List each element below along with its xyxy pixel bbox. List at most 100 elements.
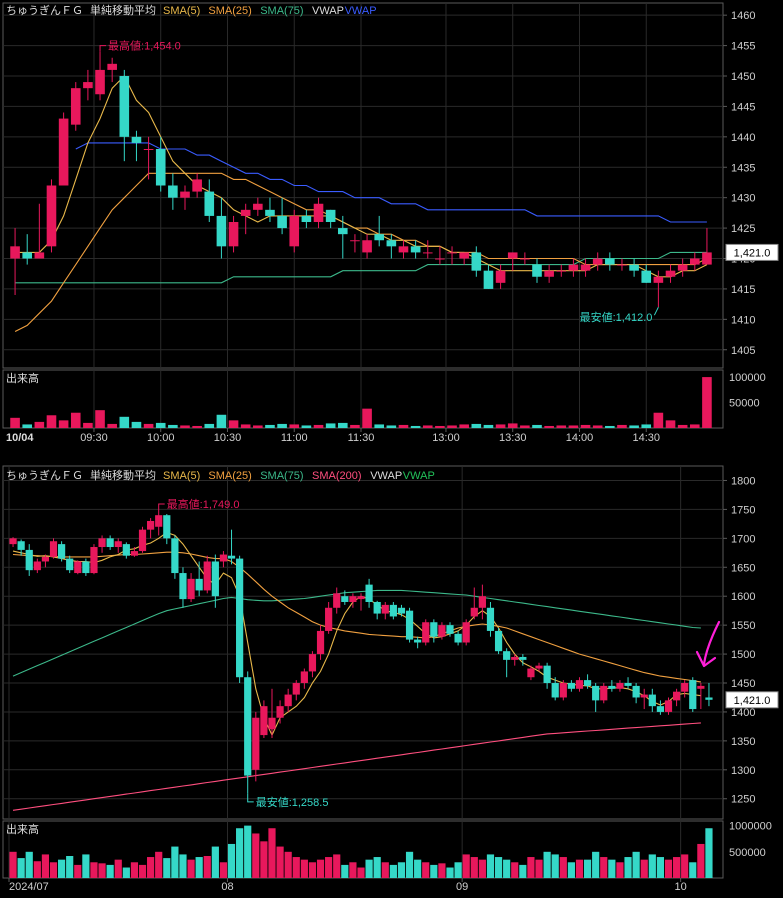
volume-bar [284, 851, 292, 878]
candle-body [632, 685, 640, 698]
volume-bar [130, 862, 139, 878]
legend-item: VWAP [370, 470, 402, 482]
volume-bar [459, 424, 469, 428]
volume-label: 出来高 [6, 822, 39, 836]
candle-body [567, 683, 575, 689]
volume-bar [535, 859, 543, 878]
volume-bar [82, 854, 90, 878]
volume-tick-label: 1000000 [729, 821, 772, 833]
volume-tick-label: 50000 [729, 398, 760, 410]
candle-body [130, 551, 139, 556]
volume-bar [410, 425, 421, 428]
volume-bar [276, 846, 284, 878]
volume-bar [405, 851, 414, 878]
candle-body [244, 677, 252, 776]
candle-body [483, 270, 494, 289]
volume-bar [664, 859, 673, 878]
candle-body [583, 680, 592, 686]
volume-bar [17, 858, 25, 878]
volume-bar [414, 859, 422, 878]
volume-bar [244, 825, 252, 878]
candle-body [374, 234, 385, 241]
price-frame [2, 465, 724, 820]
candle-body [301, 215, 312, 222]
price-tick-label: 1430 [731, 193, 755, 205]
candle-body [503, 651, 511, 660]
candle-body [689, 680, 697, 710]
candle-body [265, 209, 275, 216]
time-label: 13:30 [499, 432, 527, 444]
candle-body [677, 264, 688, 271]
candle-body [203, 561, 211, 591]
volume-bar [511, 862, 519, 878]
volume-bar [171, 846, 179, 878]
candle-body [471, 252, 482, 271]
volume-bar [362, 408, 372, 428]
volume-bar [204, 423, 215, 428]
volume-bar [689, 424, 700, 428]
volume-bar [568, 425, 579, 428]
candle-body [373, 601, 381, 614]
candle-body [689, 258, 700, 265]
sma5-line [15, 75, 708, 278]
price-tick-label: 1400 [731, 707, 755, 719]
volume-bar [70, 412, 81, 428]
candle-body [82, 561, 90, 574]
candle-body [507, 252, 518, 259]
volume-bar [697, 843, 705, 878]
candle-body [337, 228, 348, 235]
volume-tick-label: 100000 [729, 372, 766, 384]
time-label: 10 [675, 881, 687, 893]
candle-body [405, 610, 414, 640]
max-label: 最高値:1,749.0 [167, 497, 240, 511]
volume-bar [216, 414, 227, 428]
candle-body [180, 191, 190, 198]
volume-bar [478, 859, 486, 878]
volume-bar [66, 856, 74, 878]
candle-body [605, 258, 615, 265]
price-tick-label: 1600 [731, 591, 755, 603]
price-tick-label: 1435 [731, 162, 755, 174]
time-label: 11:30 [348, 432, 375, 444]
volume-bar [653, 412, 664, 428]
candle-body [535, 665, 543, 669]
candle-body [665, 270, 676, 277]
candle-body [95, 69, 105, 95]
time-label: 08 [221, 881, 233, 893]
volume-bar [58, 420, 69, 428]
price-tick-label: 1650 [731, 562, 755, 574]
volume-bar [435, 425, 445, 428]
candle-body [617, 264, 627, 266]
price-tick-label: 1450 [731, 678, 755, 690]
volume-bar [143, 423, 154, 428]
time-label: 09:30 [80, 432, 108, 444]
volume-bar [349, 862, 357, 878]
time-label: 10:00 [147, 432, 175, 444]
volume-bar [580, 424, 591, 428]
candle-body [527, 668, 535, 678]
volume-bar [308, 862, 317, 878]
volume-bar [90, 862, 98, 878]
volume-bar [155, 851, 163, 878]
price-tick-label: 1550 [731, 620, 755, 632]
volume-bar [138, 864, 147, 878]
volume-bar [600, 857, 608, 878]
price-tick-label: 1405 [731, 345, 755, 357]
volume-bar [624, 857, 632, 878]
candle-body [155, 515, 163, 527]
price-tick-label: 1500 [731, 649, 755, 661]
candle-body [600, 685, 608, 701]
price-tick-label: 1450 [731, 71, 755, 83]
candle-body [397, 607, 406, 614]
candle-body [22, 252, 33, 259]
volume-bar [381, 862, 389, 878]
candle-body [33, 561, 41, 571]
min-label: 最安値:1,412.0 [580, 310, 653, 324]
volume-bar [203, 856, 211, 878]
candle-body [260, 706, 268, 736]
legend-item: 単純移動平均 [90, 468, 156, 482]
max-pointer [158, 503, 165, 510]
sma5-line [12, 531, 701, 737]
candle-body [66, 558, 74, 571]
